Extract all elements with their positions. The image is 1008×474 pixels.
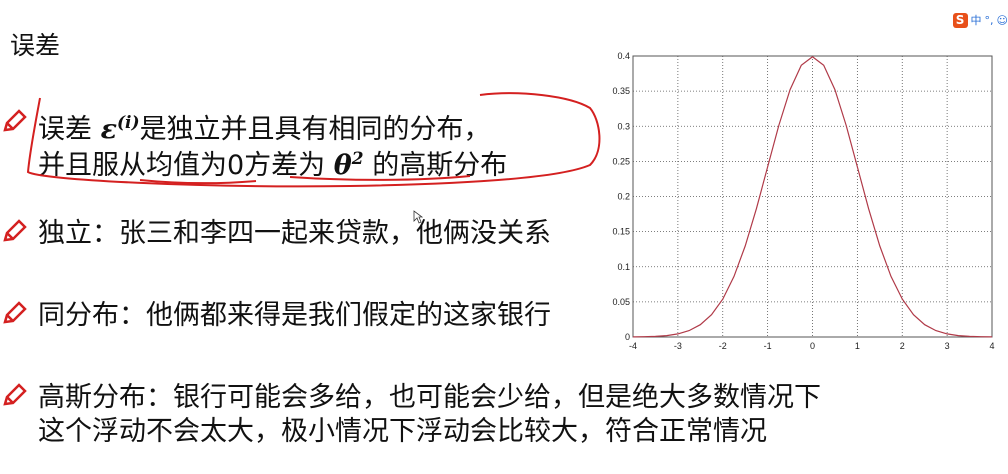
bullet-1-line-2: 并且服从均值为0方差为 θ2 的高斯分布 <box>38 149 508 181</box>
x-tick-label: 2 <box>900 341 905 351</box>
mouse-cursor-icon <box>413 210 423 224</box>
x-tick-label: 0 <box>810 341 815 351</box>
x-tick-label: -4 <box>629 341 637 351</box>
x-tick-label: -2 <box>719 341 727 351</box>
bullet-4-line-1: 高斯分布：银行可能会多给，也可能会少给，但是绝大多数情况下 <box>38 382 821 413</box>
bullet-4-line-2: 这个浮动不会太大，极小情况下浮动会比较大，符合正常情况 <box>38 416 767 447</box>
ime-punctuation[interactable]: °, <box>984 13 994 27</box>
y-tick-label: 0.4 <box>617 51 630 61</box>
pencil-icon <box>3 383 27 406</box>
y-tick-label: 0.35 <box>612 86 630 96</box>
bullet-2: 独立：张三和李四一起来贷款，他俩没关系 <box>38 218 551 249</box>
y-tick-label: 0.3 <box>617 121 630 131</box>
gaussian-chart: -4 -3 -2 -1 0 1 2 3 4 0 0.05 0.1 0.15 0.2 0.25 0.3 0.35 0… <box>612 51 994 351</box>
slide-title: 误差 <box>10 31 61 60</box>
bullet-3: 同分布：他俩都来得是我们假定的这家银行 <box>38 300 551 331</box>
y-tick-label: 0 <box>625 332 630 342</box>
x-tick-label: 4 <box>989 341 994 351</box>
y-tick-label: 0.1 <box>617 262 630 272</box>
y-tick-label: 0.15 <box>612 227 630 237</box>
handwritten-annotation <box>26 92 601 188</box>
bullet-1-line-1: 误差 ε(i)是独立并且具有相同的分布， <box>38 113 491 145</box>
x-tick-label: 1 <box>855 341 860 351</box>
pencil-icon <box>3 109 27 132</box>
ime-toolbar[interactable]: S 中 °, ☺ <box>952 12 1008 28</box>
gaussian-curve <box>632 56 993 338</box>
x-tick-label: -1 <box>764 341 772 351</box>
ime-logo[interactable]: S <box>952 12 968 28</box>
y-tick-label: 0.25 <box>612 156 630 166</box>
smiley-icon[interactable]: ☺ <box>996 13 1008 27</box>
y-tick-label: 0.05 <box>612 297 630 307</box>
ime-language[interactable]: 中 <box>970 14 982 27</box>
y-tick-label: 0.2 <box>617 192 630 202</box>
pencil-icon <box>3 219 27 242</box>
x-tick-label: 3 <box>945 341 950 351</box>
x-tick-label: -3 <box>674 341 682 351</box>
pencil-icon <box>3 301 27 324</box>
